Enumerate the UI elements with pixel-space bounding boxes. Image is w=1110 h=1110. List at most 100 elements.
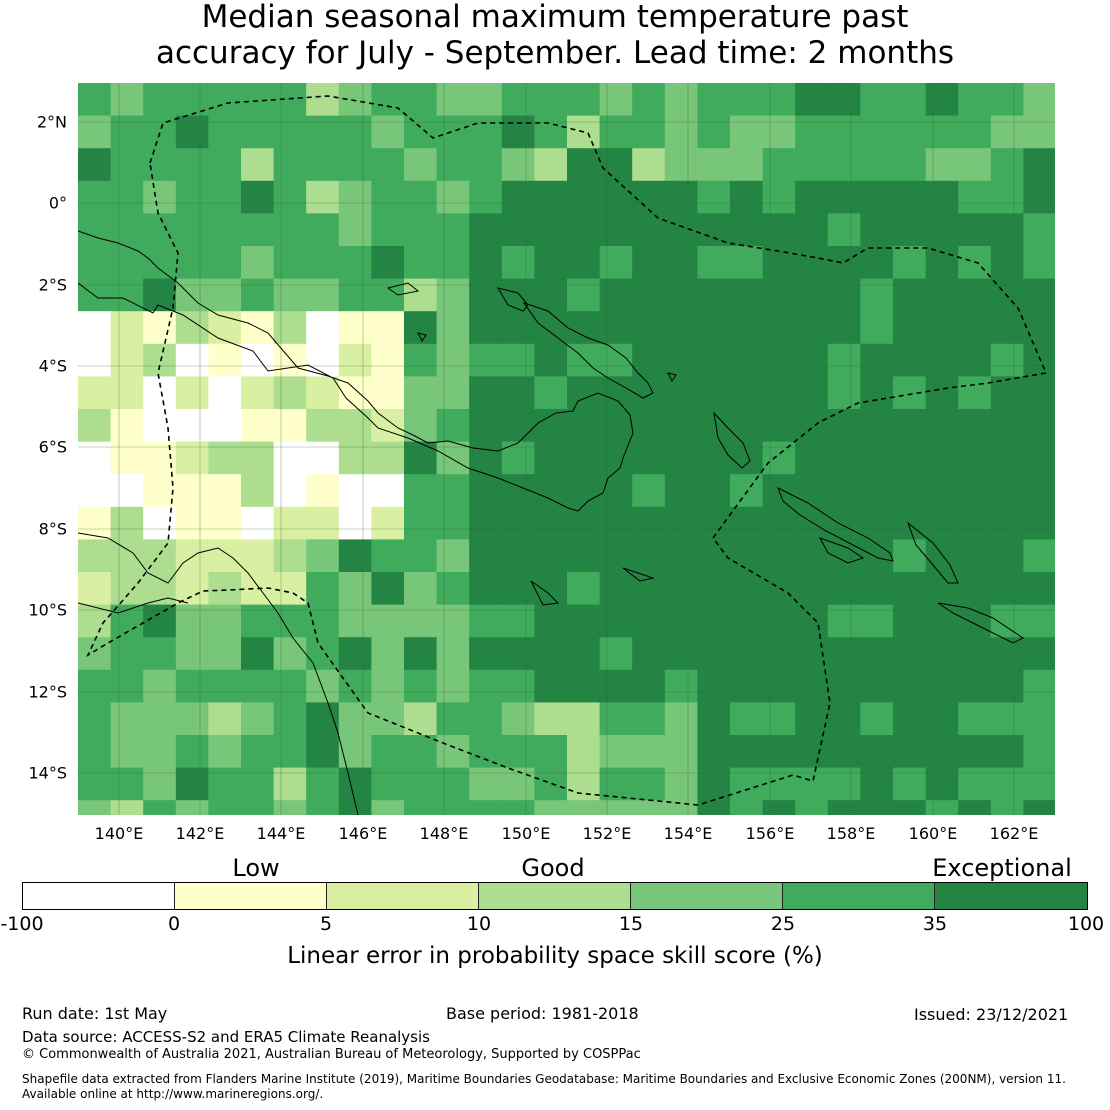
grid-cell [730, 539, 764, 573]
grid-cell [1023, 148, 1055, 182]
grid-cell [827, 180, 861, 214]
grid-cell [827, 246, 861, 280]
grid-cell [404, 800, 438, 815]
grid-cell [827, 669, 861, 703]
grid-cell [1023, 409, 1055, 443]
grid-cell [306, 474, 340, 508]
grid-cell [371, 180, 405, 214]
grid-cell [762, 539, 796, 573]
grid-cell [795, 148, 829, 182]
lat-tick-label: 12°S [28, 682, 67, 702]
grid-cell [404, 246, 438, 280]
grid-cell [78, 474, 112, 508]
lon-tick-label: 154°E [663, 824, 713, 843]
skill-score-grid [78, 83, 1055, 815]
grid-cell [404, 474, 438, 508]
grid-cell [534, 767, 568, 801]
graticule [78, 83, 1055, 815]
grid-cell [110, 474, 144, 508]
grid-cell [110, 83, 144, 117]
grid-cell [306, 311, 340, 345]
grid-cell [143, 409, 177, 443]
grid-cell [664, 702, 698, 736]
grid-cell [958, 800, 992, 815]
grid-cell [338, 702, 372, 736]
grid-cell [697, 441, 731, 475]
grid-cell [501, 506, 535, 540]
grid-cell [860, 637, 894, 671]
grid-cell [273, 343, 307, 377]
grid-cell [730, 180, 764, 214]
colorbar-tick: 10 [466, 913, 492, 935]
grid-cell [404, 409, 438, 443]
grid-cell [827, 213, 861, 247]
grid-cell [208, 376, 242, 410]
grid-cell [404, 376, 438, 410]
grid-cell [567, 604, 601, 638]
grid-cell [208, 441, 242, 475]
grid-cell [925, 148, 959, 182]
grid-cell [143, 735, 177, 769]
grid-cell [338, 735, 372, 769]
grid-cell [893, 409, 927, 443]
grid-cell [110, 669, 144, 703]
grid-cell [925, 246, 959, 280]
grid-cell [697, 669, 731, 703]
grid-cell [925, 83, 959, 117]
grid-cell [143, 441, 177, 475]
grid-cell [990, 702, 1024, 736]
grid-cell [501, 669, 535, 703]
grid-cell [469, 702, 503, 736]
grid-cell [306, 604, 340, 638]
grid-cell [860, 148, 894, 182]
grid-cell [893, 83, 927, 117]
grid-cell [371, 441, 405, 475]
grid-cell [208, 474, 242, 508]
grid-cell [567, 180, 601, 214]
data-source: Data source: ACCESS-S2 and ERA5 Climate … [22, 1028, 430, 1046]
grid-cell [371, 83, 405, 117]
grid-cell [338, 311, 372, 345]
grid-cell [599, 376, 633, 410]
grid-cell [1023, 376, 1055, 410]
grid-cell [175, 409, 209, 443]
grid-cell [338, 800, 372, 815]
grid-cell [632, 702, 666, 736]
grid-cell [501, 83, 535, 117]
base-period: Base period: 1981-2018 [446, 1004, 639, 1023]
grid-cell [273, 83, 307, 117]
grid-cell [110, 278, 144, 312]
grid-cell [78, 539, 112, 573]
grid-cell [664, 669, 698, 703]
grid-cell [893, 278, 927, 312]
grid-cell [958, 637, 992, 671]
grid-cell [469, 343, 503, 377]
grid-cell [338, 213, 372, 247]
grid-cell [110, 441, 144, 475]
grid-cell [273, 246, 307, 280]
grid-cell [78, 343, 112, 377]
grid-cell [501, 213, 535, 247]
grid-cell [143, 637, 177, 671]
grid-cell [534, 278, 568, 312]
grid-cell [110, 637, 144, 671]
grid-cell [925, 572, 959, 606]
dentrecasteaux-coastline [530, 580, 560, 606]
grid-cell [795, 539, 829, 573]
grid-cell [175, 735, 209, 769]
grid-cell [338, 180, 372, 214]
grid-cell [1023, 702, 1055, 736]
grid-cell [1023, 213, 1055, 247]
grid-cell [208, 637, 242, 671]
new-guinea-coastline [78, 230, 634, 512]
run-date: Run date: 1st May [22, 1004, 168, 1023]
grid-cell [1023, 604, 1055, 638]
grid-cell [697, 115, 731, 149]
grid-cell [1023, 278, 1055, 312]
grid-cell [501, 441, 535, 475]
grid-cell [567, 506, 601, 540]
grid-cell [762, 180, 796, 214]
grid-cell [371, 572, 405, 606]
grid-cell [893, 343, 927, 377]
grid-cell [404, 767, 438, 801]
